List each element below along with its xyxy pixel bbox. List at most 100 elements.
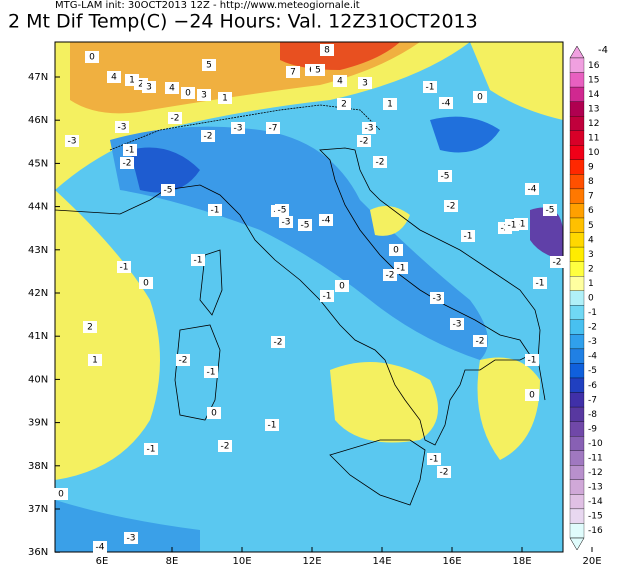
contour-label-bg	[83, 321, 97, 333]
contour-label: -3	[453, 320, 462, 330]
colorbar-label: 11	[588, 134, 599, 144]
contour-label-bg	[373, 156, 387, 168]
colorbar-label: 0	[588, 294, 594, 304]
contour-label: -2	[476, 337, 485, 347]
contour-label-bg	[362, 122, 376, 134]
contour-label: -3	[433, 294, 442, 304]
contour-label-bg	[265, 419, 279, 431]
contour-label: 3	[146, 83, 152, 93]
contour-label-bg	[473, 91, 487, 103]
contour-label: 8	[324, 46, 330, 56]
contour-label: 4	[169, 84, 175, 94]
colorbar-band	[569, 290, 585, 306]
colorbar-label: -16	[588, 526, 603, 536]
contour-label: 0	[529, 391, 535, 401]
colorbar-band	[569, 334, 585, 350]
contour-label-bg	[439, 97, 453, 109]
colorbar-label: -10	[588, 439, 603, 449]
colorbar-band	[569, 116, 585, 131]
colorbar-band	[569, 450, 585, 466]
contour-label-bg	[543, 204, 557, 216]
contour-label-bg	[123, 144, 137, 156]
contour-label-bg	[218, 92, 232, 104]
colorbar-band	[569, 348, 585, 364]
colorbar-label: -8	[588, 410, 597, 420]
contour-label-bg	[423, 81, 437, 93]
contour-label: -3	[127, 534, 136, 544]
contour-label: -1	[147, 445, 156, 455]
contour-label: -3	[365, 124, 374, 134]
contour-label: -1	[207, 368, 216, 378]
colorbar-label: -15	[588, 512, 603, 522]
colorbar-label: 14	[588, 90, 600, 100]
colorbar-band	[569, 130, 585, 146]
contour-label-bg	[357, 135, 371, 147]
contour-label: -2	[179, 356, 188, 366]
contour-label: -1	[323, 292, 332, 302]
colorbar-band	[569, 494, 585, 510]
contour-label-bg	[279, 216, 293, 228]
contour-label: -3	[118, 123, 127, 133]
contour-label-bg	[201, 130, 215, 142]
contour-label-bg	[533, 277, 547, 289]
contour-label-bg	[319, 214, 333, 226]
contour-label-bg	[231, 122, 245, 134]
contour-label-bg	[461, 230, 475, 242]
contour-label: -2	[386, 271, 395, 281]
lat-label: 39N	[28, 418, 48, 429]
contour-label-bg	[139, 277, 153, 289]
contour-label-bg	[207, 407, 221, 419]
contour-label: 3	[362, 79, 368, 89]
colorbar-label: 13	[588, 104, 599, 114]
lon-label: 6E	[96, 556, 109, 567]
colorbar-label: 1	[588, 279, 594, 289]
colorbar-band	[569, 377, 585, 393]
contour-label: 5	[206, 61, 212, 71]
contour-label-bg	[358, 77, 372, 89]
colorbar-top	[569, 45, 585, 59]
contour-label: 0	[89, 53, 95, 63]
contour-label-bg	[161, 184, 175, 196]
colorbar-label: -5	[588, 366, 597, 376]
contour-label-bg	[383, 269, 397, 281]
contour-label: -7	[269, 124, 278, 134]
contour-label-bg	[165, 82, 179, 94]
contour-label: -5	[164, 186, 173, 196]
contour-label-bg	[144, 443, 158, 455]
contour-label: -2	[447, 202, 456, 212]
contour-label: -2	[553, 258, 562, 268]
lat-label: 43N	[28, 245, 48, 256]
contour-label-bg	[450, 318, 464, 330]
contour-label: -5	[441, 172, 450, 182]
contour-label: -5	[546, 206, 555, 216]
contour-label-bg	[181, 87, 195, 99]
frame	[54, 41, 564, 553]
colorbar-band	[569, 406, 585, 422]
contour-label: -1	[194, 256, 203, 266]
contour-label-bg	[197, 89, 211, 101]
colorbar-label: -12	[588, 468, 603, 478]
contour-label: -5	[278, 206, 287, 216]
colorbar-band	[569, 217, 585, 233]
contour-label: 3	[201, 91, 207, 101]
colorbar-label: -14	[588, 497, 603, 507]
colorbar-label: 7	[588, 192, 594, 202]
contour-label-bg	[383, 98, 397, 110]
colorbar-band	[569, 174, 585, 190]
contour-label-bg	[275, 204, 289, 216]
contour-label-bg	[427, 453, 441, 465]
lon-label: 10E	[232, 556, 251, 567]
colorbar-band	[569, 523, 585, 539]
contour-label: -1	[268, 421, 277, 431]
contour-label: -3	[282, 218, 291, 228]
contour-label: -3	[234, 124, 243, 134]
title: 2 Mt Dif Temp(C) −24 Hours: Val. 12Z31OC…	[8, 11, 478, 33]
lon-label: 14E	[372, 556, 391, 567]
contour-label-bg	[298, 219, 312, 231]
contour-label-bg	[124, 532, 138, 544]
contour-label: 1	[222, 94, 228, 104]
contour-label: -4	[322, 216, 331, 226]
field	[55, 42, 563, 552]
lat-label: 40N	[28, 374, 48, 385]
colorbar-band	[569, 363, 585, 379]
